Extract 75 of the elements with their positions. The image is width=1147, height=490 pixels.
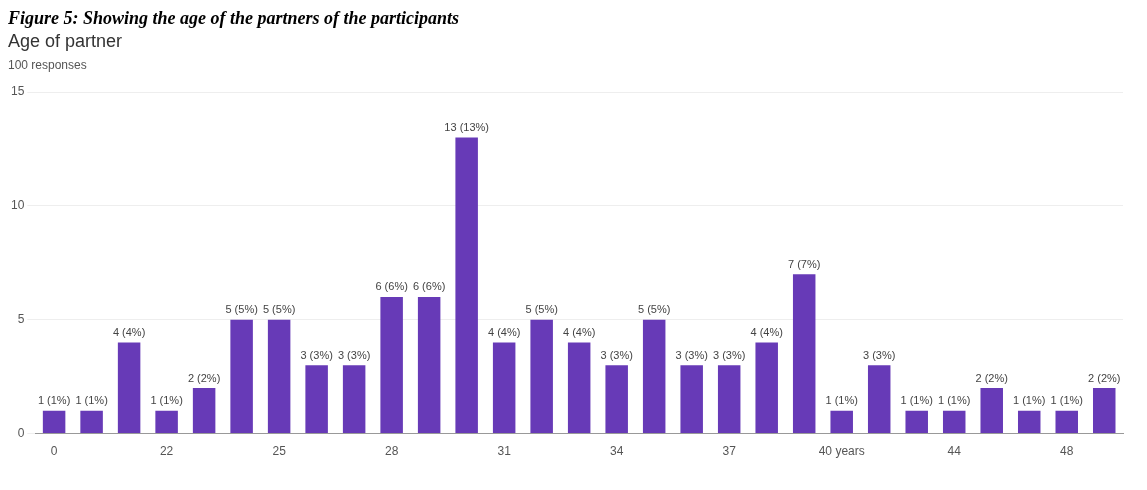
- data-label: 3 (3%): [300, 348, 333, 361]
- bar: [380, 296, 403, 434]
- data-label: 4 (4%): [750, 326, 783, 339]
- y-tick-label: 10: [10, 198, 25, 213]
- data-label: 13 (13%): [444, 121, 489, 134]
- bar: [492, 342, 516, 434]
- data-label: 1 (1%): [825, 394, 858, 407]
- data-label: 3 (3%): [337, 348, 371, 361]
- caption: Figure 5: Showing the age of the partners of the participants: [8, 8, 461, 29]
- bar: [980, 388, 1003, 434]
- data-label: 4 (4%): [112, 326, 146, 339]
- bar: [867, 365, 891, 434]
- bar: [455, 137, 478, 434]
- chart-subtitle: 100 responses: [8, 58, 88, 72]
- bar: [342, 365, 366, 434]
- bar: [192, 388, 216, 434]
- bar: [42, 410, 66, 434]
- x-tick-label: 31: [497, 444, 512, 459]
- x-tick-label: 37: [722, 444, 737, 459]
- data-label: 3 (3%): [675, 348, 708, 361]
- x-tick-label: 34: [610, 444, 624, 459]
- data-label: 2 (2%): [187, 371, 221, 384]
- y-tick-label: 15: [10, 84, 25, 99]
- bar: [830, 410, 853, 434]
- data-label: 1 (1%): [1013, 394, 1046, 407]
- bar: [267, 319, 291, 434]
- x-tick-label: 0: [50, 444, 58, 459]
- chart-title: Age of partner: [8, 31, 124, 52]
- bar: [567, 342, 591, 434]
- data-label: 4 (4%): [562, 326, 596, 339]
- bar: [417, 296, 441, 434]
- bar: [305, 365, 328, 434]
- data-label: 6 (6%): [412, 280, 446, 293]
- data-label: 3 (3%): [600, 348, 633, 361]
- data-label: 1 (1%): [938, 394, 971, 407]
- x-tick-label: 25: [272, 444, 287, 459]
- bar: [530, 319, 553, 434]
- x-tick-label: 28: [384, 444, 399, 459]
- x-tick-label: 44: [947, 444, 962, 459]
- bar: [80, 410, 103, 434]
- data-label: 2 (2%): [975, 371, 1008, 384]
- bar: [717, 365, 741, 434]
- bar: [642, 319, 666, 434]
- bar: [117, 342, 141, 434]
- data-label: 1 (1%): [1050, 394, 1083, 407]
- bar: [942, 410, 966, 434]
- data-label: 3 (3%): [712, 348, 746, 361]
- bar: [905, 410, 928, 434]
- bar: [1055, 410, 1078, 434]
- data-label: 5 (5%): [525, 303, 558, 316]
- data-label: 7 (7%): [788, 257, 821, 270]
- data-label: 1 (1%): [37, 394, 71, 407]
- data-label: 3 (3%): [863, 348, 896, 361]
- x-tick-label: 22: [159, 444, 174, 459]
- data-label: 5 (5%): [637, 303, 671, 316]
- bar: [680, 365, 703, 434]
- bar: [1093, 388, 1116, 434]
- bar: [605, 365, 628, 434]
- bar: [755, 342, 778, 434]
- bar: [155, 410, 178, 434]
- y-tick-label: 5: [17, 312, 25, 327]
- data-label: 1 (1%): [900, 394, 933, 407]
- data-label: 1 (1%): [75, 394, 108, 407]
- data-label: 5 (5%): [225, 303, 258, 316]
- data-label: 5 (5%): [262, 303, 296, 316]
- data-label: 4 (4%): [487, 326, 521, 339]
- data-label: 2 (2%): [1088, 371, 1121, 384]
- y-tick-label: 0: [17, 425, 25, 440]
- bar: [792, 274, 816, 434]
- bar: [1017, 410, 1041, 434]
- x-tick-label: 40 years: [818, 444, 865, 459]
- x-tick-label: 48: [1060, 444, 1074, 459]
- bar: [230, 319, 253, 434]
- data-label: 1 (1%): [150, 394, 183, 407]
- data-label: 6 (6%): [375, 280, 408, 293]
